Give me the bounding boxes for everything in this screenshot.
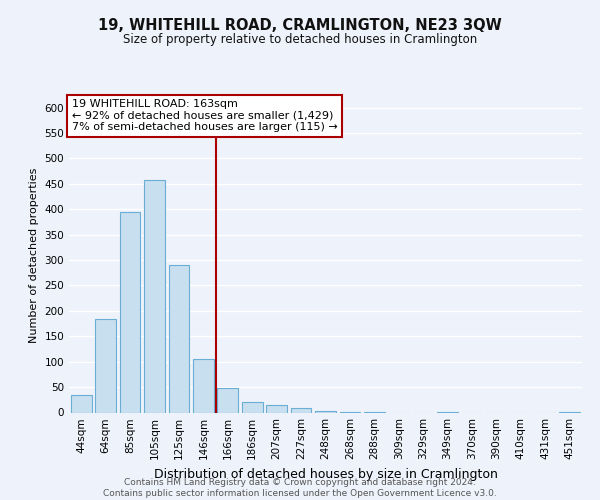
Bar — [242, 402, 263, 412]
X-axis label: Distribution of detached houses by size in Cramlington: Distribution of detached houses by size … — [154, 468, 497, 481]
Text: 19, WHITEHILL ROAD, CRAMLINGTON, NE23 3QW: 19, WHITEHILL ROAD, CRAMLINGTON, NE23 3Q… — [98, 18, 502, 32]
Text: Contains HM Land Registry data © Crown copyright and database right 2024.
Contai: Contains HM Land Registry data © Crown c… — [103, 478, 497, 498]
Bar — [144, 180, 165, 412]
Bar — [217, 388, 238, 412]
Bar — [193, 359, 214, 412]
Bar — [95, 318, 116, 412]
Text: 19 WHITEHILL ROAD: 163sqm
← 92% of detached houses are smaller (1,429)
7% of sem: 19 WHITEHILL ROAD: 163sqm ← 92% of detac… — [71, 99, 337, 132]
Bar — [71, 394, 92, 412]
Bar — [169, 265, 190, 412]
Bar — [290, 408, 311, 412]
Bar — [266, 405, 287, 412]
Bar — [119, 212, 140, 412]
Y-axis label: Number of detached properties: Number of detached properties — [29, 168, 39, 342]
Text: Size of property relative to detached houses in Cramlington: Size of property relative to detached ho… — [123, 32, 477, 46]
